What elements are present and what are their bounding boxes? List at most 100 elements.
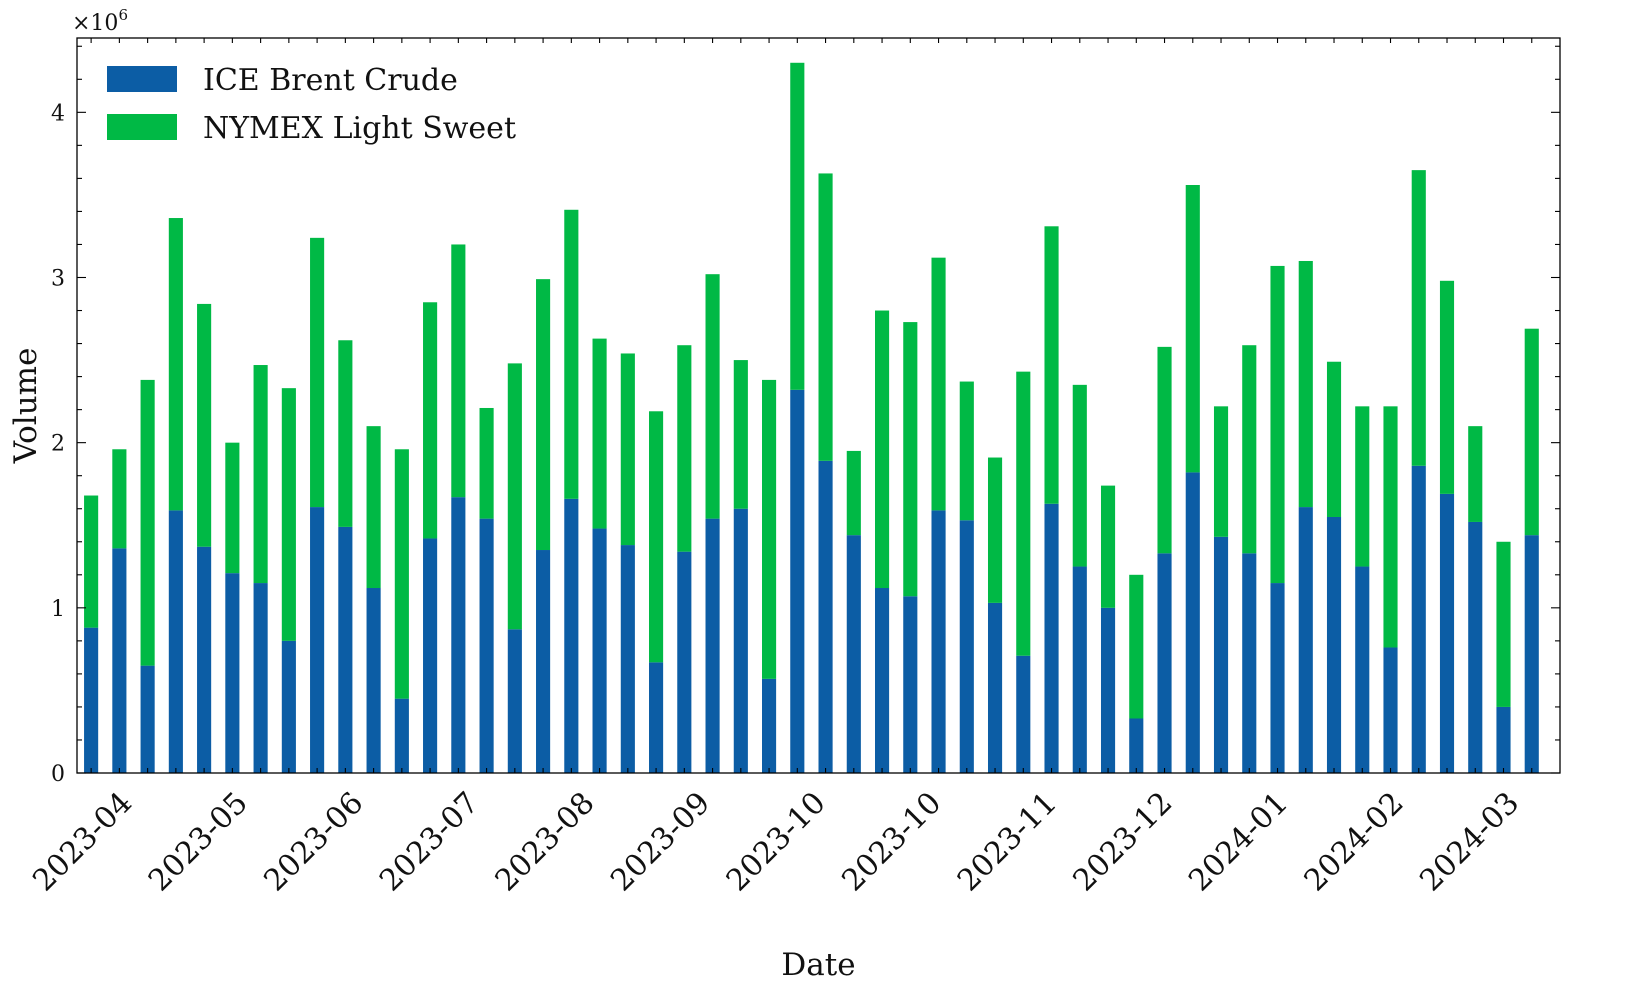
bar-ice-brent-13 (451, 497, 466, 773)
y-tick-label: 0 (51, 762, 65, 787)
bar-ice-brent-29 (903, 596, 918, 773)
x-tick-label: 2023-06 (257, 785, 370, 898)
legend-swatch-ice-brent (107, 66, 177, 92)
bar-nymex-light-sweet-47 (1411, 170, 1426, 466)
bar-ice-brent-7 (281, 640, 296, 773)
x-tick-label: 2023-10 (835, 785, 948, 898)
bar-nymex-light-sweet-29 (903, 322, 918, 597)
y-tick-label: 4 (51, 101, 65, 126)
bar-nymex-light-sweet-14 (479, 407, 494, 519)
bar-nymex-light-sweet-26 (818, 173, 833, 461)
y-multiplier-base: ×10 (72, 11, 118, 36)
bar-ice-brent-30 (931, 510, 946, 773)
x-tick-label: 2023-08 (489, 785, 602, 898)
bar-nymex-light-sweet-5 (225, 442, 240, 574)
x-tick-label: 2023-10 (720, 785, 833, 898)
bar-nymex-light-sweet-46 (1383, 406, 1398, 648)
bar-ice-brent-26 (818, 460, 833, 773)
bar-ice-brent-38 (1157, 553, 1172, 773)
bar-ice-brent-3 (168, 510, 183, 773)
bar-nymex-light-sweet-9 (338, 340, 353, 527)
x-tick-label: 2024-01 (1182, 785, 1295, 898)
bar-ice-brent-21 (677, 551, 692, 773)
legend: ICE Brent Crude NYMEX Light Sweet (107, 63, 516, 146)
bar-nymex-light-sweet-24 (762, 379, 777, 679)
bar-ice-brent-39 (1185, 472, 1200, 773)
bar-ice-brent-24 (762, 678, 777, 773)
legend-label-ice-brent: ICE Brent Crude (203, 63, 458, 98)
bar-ice-brent-17 (564, 498, 579, 773)
x-tick-label: 2023-05 (142, 785, 255, 898)
bar-ice-brent-46 (1383, 647, 1398, 773)
bar-nymex-light-sweet-21 (677, 345, 692, 552)
bar-nymex-light-sweet-11 (394, 449, 409, 699)
bar-ice-brent-25 (790, 389, 805, 773)
bar-nymex-light-sweet-37 (1129, 574, 1144, 719)
bar-nymex-light-sweet-34 (1044, 226, 1059, 504)
bar-ice-brent-9 (338, 526, 353, 773)
bar-ice-brent-34 (1044, 503, 1059, 773)
bar-ice-brent-0 (84, 627, 99, 773)
bar-nymex-light-sweet-30 (931, 257, 946, 511)
bar-nymex-light-sweet-4 (197, 303, 212, 547)
bar-ice-brent-18 (592, 528, 607, 773)
bar-ice-brent-35 (1072, 566, 1087, 773)
bar-ice-brent-45 (1355, 566, 1370, 773)
bar-ice-brent-6 (253, 583, 268, 773)
bar-ice-brent-12 (423, 538, 438, 773)
bar-ice-brent-28 (875, 588, 890, 773)
y-tick-label: 2 (51, 432, 65, 457)
bar-ice-brent-33 (1016, 655, 1031, 773)
bar-ice-brent-47 (1411, 465, 1426, 773)
bar-nymex-light-sweet-32 (987, 457, 1003, 603)
bar-nymex-light-sweet-1 (112, 449, 127, 549)
bar-nymex-light-sweet-22 (705, 274, 720, 519)
bar-nymex-light-sweet-35 (1072, 384, 1087, 567)
bar-nymex-light-sweet-20 (649, 411, 664, 663)
bar-ice-brent-48 (1439, 493, 1455, 773)
bar-ice-brent-4 (197, 546, 212, 773)
bar-nymex-light-sweet-38 (1157, 346, 1172, 554)
bar-ice-brent-19 (620, 545, 635, 773)
bar-nymex-light-sweet-8 (310, 237, 325, 508)
bar-ice-brent-15 (507, 629, 522, 773)
y-tick-label: 3 (51, 266, 65, 291)
y-tick-label: 1 (51, 597, 65, 622)
bar-nymex-light-sweet-51 (1524, 328, 1539, 536)
x-tick-label: 2023-09 (604, 785, 717, 898)
y-multiplier-exponent: 6 (118, 6, 128, 24)
bar-ice-brent-42 (1270, 583, 1285, 773)
bar-nymex-light-sweet-40 (1213, 406, 1229, 537)
bar-ice-brent-10 (366, 588, 381, 773)
bar-ice-brent-49 (1468, 521, 1483, 773)
bar-nymex-light-sweet-48 (1439, 280, 1455, 494)
bar-ice-brent-37 (1129, 718, 1144, 773)
y-multiplier-label: ×106 (72, 6, 128, 36)
bar-nymex-light-sweet-31 (959, 381, 974, 521)
bar-nymex-light-sweet-43 (1298, 260, 1313, 508)
x-tick-label: 2023-11 (951, 785, 1064, 898)
bar-nymex-light-sweet-25 (790, 62, 805, 390)
bar-nymex-light-sweet-10 (366, 426, 381, 589)
x-tick-label: 2023-04 (26, 785, 139, 898)
bar-ice-brent-5 (225, 573, 240, 773)
bar-nymex-light-sweet-16 (536, 279, 551, 551)
bar-nymex-light-sweet-19 (620, 353, 635, 546)
bar-nymex-light-sweet-28 (875, 310, 890, 589)
bar-nymex-light-sweet-2 (140, 379, 155, 666)
x-tick-label: 2024-03 (1413, 785, 1526, 898)
bar-nymex-light-sweet-36 (1100, 485, 1116, 608)
bars-layer (84, 62, 1539, 773)
bar-ice-brent-2 (140, 665, 155, 773)
bar-nymex-light-sweet-42 (1270, 265, 1285, 584)
bar-ice-brent-8 (310, 507, 325, 773)
x-axis-title: Date (781, 947, 855, 983)
bar-ice-brent-31 (959, 520, 974, 773)
plot-frame (76, 37, 1561, 774)
bar-ice-brent-36 (1100, 607, 1116, 773)
bar-nymex-light-sweet-0 (84, 495, 99, 628)
bar-nymex-light-sweet-6 (253, 365, 268, 584)
bar-nymex-light-sweet-50 (1496, 541, 1511, 707)
bar-ice-brent-32 (987, 602, 1003, 773)
